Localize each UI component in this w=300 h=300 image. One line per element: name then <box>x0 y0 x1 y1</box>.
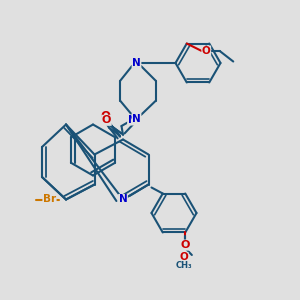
Text: O: O <box>102 115 111 125</box>
Text: O: O <box>179 252 188 262</box>
Text: Br: Br <box>43 194 56 205</box>
Text: N: N <box>132 113 141 124</box>
Text: N: N <box>128 115 136 125</box>
Text: O: O <box>202 46 211 56</box>
Text: CH₃: CH₃ <box>176 261 192 270</box>
Text: N: N <box>118 194 127 205</box>
Text: N: N <box>132 58 141 68</box>
Text: O: O <box>100 110 110 124</box>
Text: O: O <box>181 240 190 250</box>
